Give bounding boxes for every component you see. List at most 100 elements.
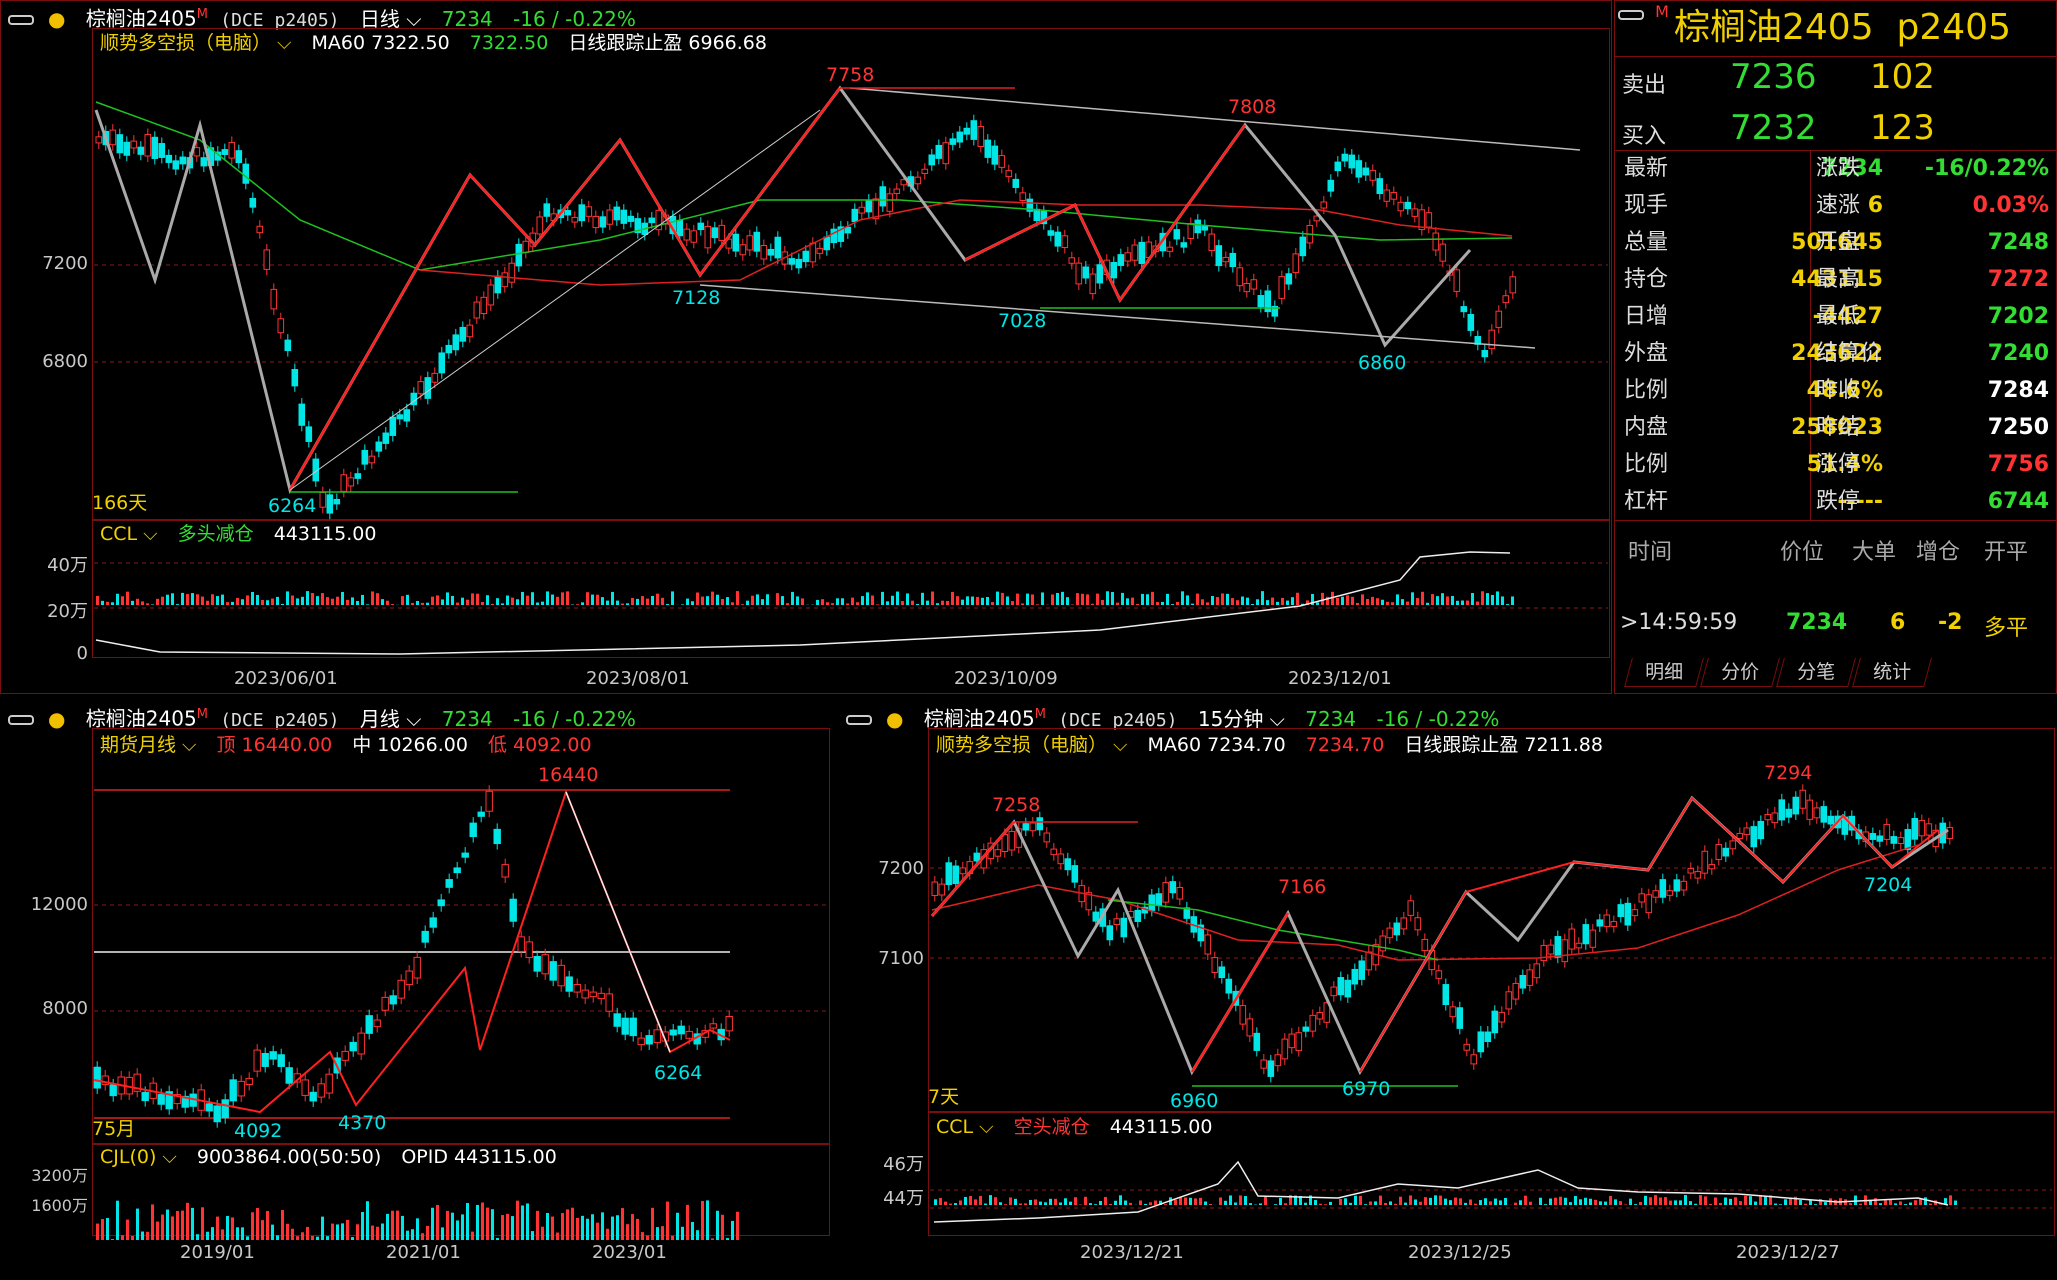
volume-bar xyxy=(951,591,954,605)
sub-indicator-dropdown[interactable]: CCL ⌵ xyxy=(100,523,158,545)
indicator-dropdown[interactable]: 顺势多空损（电脑） ⌵ xyxy=(100,32,292,54)
daily-candle-body xyxy=(823,236,831,251)
volume-bar xyxy=(686,598,689,605)
m15-candle-body xyxy=(1400,917,1408,930)
m15-candle-body xyxy=(1484,1031,1492,1043)
volume-bar xyxy=(276,596,279,605)
volume-bar xyxy=(1259,1203,1262,1205)
monthly-chart-panel[interactable]: ● 棕榈油2405M (DCE p2405) 月线 ⌵ 7234 -16 / -… xyxy=(0,700,832,1270)
volume-bar xyxy=(1164,1204,1167,1205)
tab-details[interactable]: 明细 xyxy=(1624,658,1704,687)
m15-candle-body xyxy=(1260,1059,1268,1069)
indicator-dropdown[interactable]: 期货月线 ⌵ xyxy=(100,734,197,756)
tab-stats[interactable]: 统计 xyxy=(1852,658,1932,687)
volume-bar xyxy=(1129,1202,1132,1205)
period-dropdown[interactable]: 日线 ⌵ xyxy=(360,7,422,31)
volume-bar xyxy=(451,1212,454,1240)
volume-bar xyxy=(1146,594,1149,605)
volume-bar xyxy=(1474,1203,1477,1205)
link-icon[interactable] xyxy=(8,15,34,26)
volume-bar xyxy=(1444,1198,1447,1205)
daily-candle-body xyxy=(1355,160,1363,178)
volume-bar xyxy=(601,1212,604,1240)
volume-bar xyxy=(411,1229,414,1240)
m15-candle-body xyxy=(1890,836,1898,844)
tab-price-dist[interactable]: 分价 xyxy=(1700,658,1780,687)
quote-field-label: 外盘 xyxy=(1624,341,1669,366)
volume-bar xyxy=(321,593,324,605)
volume-bar xyxy=(1719,1202,1722,1205)
volume-bar xyxy=(316,596,319,605)
m15-chart-panel[interactable]: ● 棕榈油2405M (DCE p2405) 15分钟 ⌵ 7234 -16 /… xyxy=(838,700,2057,1270)
volume-bar xyxy=(841,598,844,605)
volume-bar xyxy=(1639,1202,1642,1205)
sub-indicator-dropdown[interactable]: CCL ⌵ xyxy=(936,1116,994,1138)
period-dropdown[interactable]: 月线 ⌵ xyxy=(359,706,422,731)
volume-bar xyxy=(1101,600,1104,605)
indicator-dropdown[interactable]: 顺势多空损（电脑） ⌵ xyxy=(936,734,1128,756)
volume-bar xyxy=(1186,595,1189,605)
monthly-candle-body xyxy=(485,790,493,812)
volume-bar xyxy=(1221,593,1224,605)
daily-candle-body xyxy=(1194,219,1202,234)
volume-bar xyxy=(106,1217,109,1240)
tab-ticks[interactable]: 分笔 xyxy=(1776,658,1856,687)
volume-bar xyxy=(1449,1200,1452,1205)
monthly-candle-body xyxy=(645,1035,653,1045)
volume-bar xyxy=(346,599,349,605)
daily-candle-body xyxy=(200,157,208,167)
daily-chart-panel[interactable]: ● 棕榈油2405M (DCE p2405) 日线 ⌵ 7234 -16 / -… xyxy=(0,0,1612,694)
volume-bar xyxy=(411,602,414,605)
m15-candle-body xyxy=(1820,806,1828,823)
daily-candle-body xyxy=(1089,273,1097,295)
volume-bar xyxy=(1799,1200,1802,1205)
volume-bar xyxy=(1659,1197,1662,1205)
annotation-low: 7204 xyxy=(1864,874,1913,896)
volume-bar xyxy=(561,592,564,605)
monthly-candle-body xyxy=(229,1079,237,1102)
daily-candle-body xyxy=(1397,201,1405,212)
quote-field-value: 7250 xyxy=(1987,415,2049,440)
monthly-candle-body xyxy=(301,1079,309,1096)
volume-bar xyxy=(676,1212,679,1240)
period-dropdown[interactable]: 15分钟 ⌵ xyxy=(1197,706,1285,731)
volume-bar xyxy=(1336,597,1339,605)
volume-bar xyxy=(1076,593,1079,605)
volume-bar xyxy=(271,1224,274,1240)
volume-bar xyxy=(1759,1195,1762,1205)
tick-row[interactable]: >14:59:59 7234 6 -2 多平 xyxy=(1614,610,2057,641)
volume-bar xyxy=(1244,1196,1247,1205)
daily-candle-body xyxy=(1439,243,1447,262)
daily-candle-body xyxy=(1208,233,1216,252)
link-icon[interactable] xyxy=(8,715,34,726)
volume-bar xyxy=(331,598,334,605)
volume-bar xyxy=(1589,1198,1592,1205)
volume-bar xyxy=(756,594,759,605)
stop-label: 日线跟踪止盈 6966.68 xyxy=(568,32,767,54)
volume-bar xyxy=(596,594,599,605)
volume-bar xyxy=(1031,594,1034,605)
volume-bar xyxy=(176,604,179,605)
daily-candle-body xyxy=(270,288,278,310)
daily-candle-body xyxy=(1376,178,1384,195)
volume-bar xyxy=(191,1207,194,1240)
volume-bar xyxy=(236,1227,239,1240)
m15-candle-body xyxy=(1764,814,1772,821)
volume-bar xyxy=(741,604,744,605)
volume-bar xyxy=(1319,1203,1322,1205)
volume-bar xyxy=(1236,600,1239,605)
monthly-candle-body xyxy=(237,1080,245,1097)
sub-indicator-dropdown[interactable]: CJL(0) ⌵ xyxy=(100,1146,177,1168)
link-icon[interactable] xyxy=(846,715,872,726)
m15-candle-body xyxy=(1876,835,1884,842)
volume-bar xyxy=(1271,597,1274,605)
volume-bar xyxy=(631,1214,634,1240)
volume-bar xyxy=(111,602,114,605)
volume-bar xyxy=(171,593,174,605)
m15-candle-body xyxy=(1687,867,1695,874)
daily-candle-body xyxy=(1453,269,1461,292)
volume-bar xyxy=(291,1228,294,1240)
volume-bar xyxy=(1409,1195,1412,1205)
volume-bar xyxy=(121,596,124,605)
link-icon[interactable] xyxy=(1618,10,1644,20)
